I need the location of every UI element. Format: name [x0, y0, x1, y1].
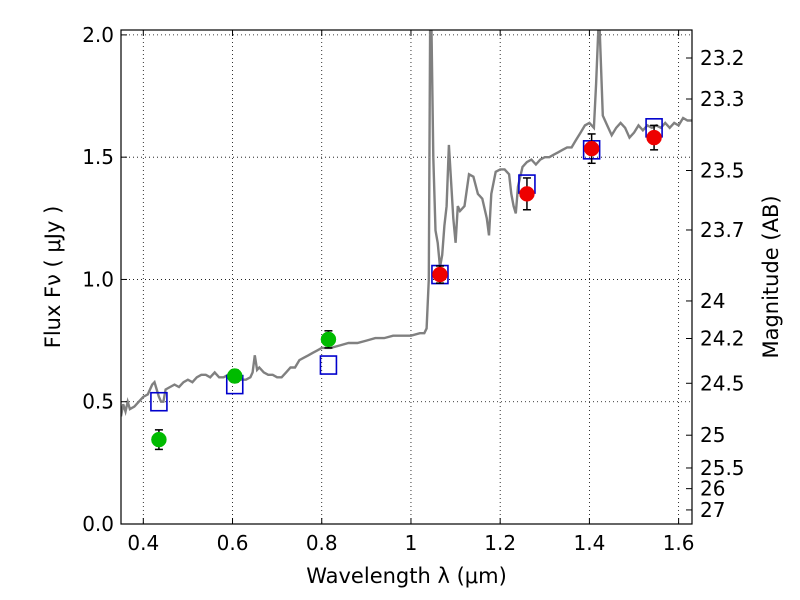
spectrum: [121, 30, 692, 417]
open-square-marker: [319, 355, 338, 375]
x-axis-label: Wavelength λ (μm): [306, 564, 507, 588]
mag-tick-label: 24.5: [700, 371, 745, 395]
x-tick-label: 0.8: [306, 531, 338, 555]
x-tick-label: 1.6: [663, 531, 695, 555]
open-square-marker: [150, 391, 168, 412]
x-tick-label: 1.2: [484, 531, 516, 555]
y-axis-label: Flux Fν ( μJy ): [41, 206, 65, 349]
mag-tick-label: 23.7: [700, 218, 745, 242]
y-tick-label: 0.0: [82, 512, 114, 536]
x-tick-label: 1.4: [573, 531, 605, 555]
y-tick-label: 2.0: [82, 23, 114, 47]
x-tick-label: 0.6: [217, 531, 249, 555]
mag-tick-label: 27: [700, 498, 725, 522]
filled-circle-marker: [227, 368, 243, 384]
grid: [121, 30, 692, 525]
mag-tick-label: 23.2: [700, 46, 745, 70]
y-tick-label: 1.5: [82, 145, 114, 169]
filled-circle-marker: [432, 266, 448, 283]
filled-circle-marker: [646, 129, 662, 146]
x-tick-label: 1: [405, 531, 418, 555]
y2-axis-label: Magnitude (AB): [759, 195, 783, 358]
mag-tick-label: 25: [700, 423, 725, 447]
mag-tick-label: 23.5: [700, 159, 745, 183]
x-tick-label: 0.4: [127, 531, 159, 555]
filled-circle-marker: [320, 331, 337, 348]
photometry-markers: [150, 118, 663, 451]
mag-tick-label: 26: [700, 477, 725, 501]
spectrum-line: [121, 30, 692, 417]
mag-tick-label: 23.3: [700, 87, 745, 111]
y-tick-label: 1.0: [82, 267, 114, 291]
y-tick-label: 0.5: [82, 390, 114, 414]
filled-circle-marker: [519, 186, 535, 202]
filled-circle-marker: [151, 431, 167, 448]
mag-tick-label: 24: [700, 289, 725, 313]
filled-circle-marker: [583, 140, 600, 157]
axis-ticks: 0.4 0.6 0.8 1 1.2 1.4 1.6 0.0 0.5 1.0 1.5 2.0 23.2 23…: [82, 23, 744, 555]
mag-tick-label: 24.2: [700, 326, 745, 350]
mag-tick-label: 25.5: [700, 456, 745, 480]
plot-frame: [120, 29, 693, 525]
